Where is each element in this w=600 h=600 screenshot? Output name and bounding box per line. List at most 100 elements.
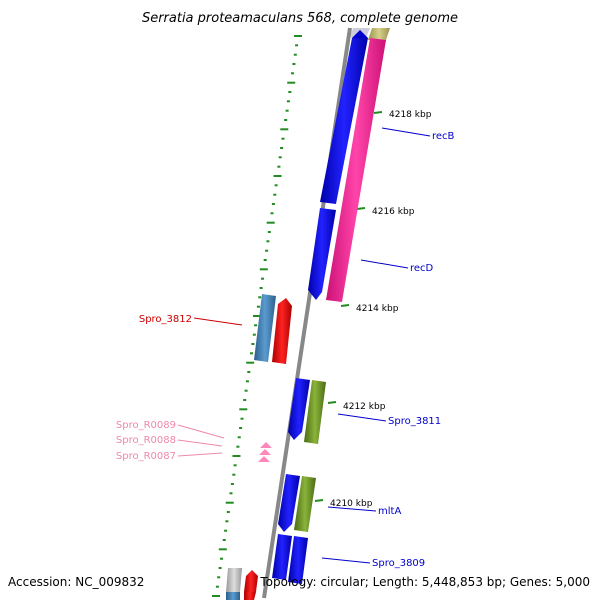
gene-features (226, 28, 390, 600)
ring-minor-tick (233, 464, 237, 467)
ring-minor-tick (284, 119, 288, 121)
label-spro-3812[interactable]: Spro_3812 (139, 314, 192, 325)
gene-recB-lower[interactable] (308, 208, 336, 300)
ring-major-tick (294, 35, 302, 37)
gene-spro-3812[interactable] (272, 298, 292, 364)
leader-spro-3812 (193, 317, 243, 326)
gene-olive-3811[interactable] (304, 380, 326, 444)
gene-mltA-blue[interactable] (278, 474, 300, 532)
ring-major-tick (218, 548, 227, 551)
tick-label-4214: 4214 kbp (356, 304, 399, 314)
ring-minor-tick (243, 399, 247, 401)
ring-minor-tick (295, 44, 299, 47)
ring-minor-tick (285, 109, 289, 112)
trna-spro-r0088[interactable] (259, 449, 271, 455)
gene-spro-3809-a[interactable] (272, 534, 292, 580)
ring-major-tick (259, 268, 268, 271)
ring-minor-tick (236, 445, 240, 448)
topology-text: Topology: circular; Length: 5,448,853 bp… (259, 575, 590, 589)
outer-tick-ring (212, 35, 302, 597)
ring-minor-tick (220, 557, 223, 560)
ring-major-tick (225, 501, 234, 504)
ring-major-tick (239, 408, 248, 411)
ring-major-tick (280, 128, 289, 131)
ring-minor-tick (226, 511, 230, 513)
gene-spro-3811[interactable] (288, 378, 310, 440)
ring-minor-tick (230, 483, 234, 485)
tick-mark (340, 304, 350, 307)
ring-minor-tick (251, 343, 255, 345)
gene-khaki-top[interactable] (368, 28, 390, 40)
ring-minor-tick (240, 417, 244, 420)
label-spro-3809[interactable]: Spro_3809 (372, 558, 425, 569)
ring-major-tick (287, 81, 296, 84)
ring-minor-tick (247, 371, 251, 373)
ring-minor-tick (273, 193, 277, 196)
leader-mltA (327, 506, 377, 512)
gene-spro-3809[interactable] (288, 536, 308, 584)
gene-red-bottom[interactable] (244, 570, 258, 592)
ring-minor-tick (292, 63, 296, 65)
gene-recD[interactable] (326, 38, 386, 302)
label-spro-3811[interactable]: Spro_3811 (388, 416, 441, 427)
ring-minor-tick (274, 184, 278, 187)
tick-label-4212: 4212 kbp (343, 402, 386, 412)
ring-minor-tick (222, 539, 226, 541)
ring-minor-tick (280, 147, 284, 149)
ring-minor-tick (277, 165, 281, 168)
scale-ticks: 4218 kbp 4216 kbp 4214 kbp 4212 kbp 4210… (314, 110, 432, 509)
tick-mark (356, 207, 366, 210)
tick-mark (373, 111, 383, 114)
label-recD[interactable]: recD (410, 263, 434, 274)
trna-spro-r0087[interactable] (258, 456, 270, 462)
ring-minor-tick (215, 585, 219, 588)
label-spro-r0087[interactable]: Spro_R0087 (116, 451, 176, 462)
tick-label-4216: 4216 kbp (372, 207, 415, 217)
gene-grey-bottom[interactable] (226, 568, 242, 592)
ring-minor-tick (270, 212, 274, 215)
leader-spro-3811 (337, 413, 387, 422)
label-spro-r0089[interactable]: Spro_R0089 (116, 420, 176, 431)
ring-major-tick (246, 361, 255, 364)
leader-spro-r0088 (177, 439, 223, 447)
tick-label-4218: 4218 kbp (389, 110, 432, 120)
leader-spro-3809 (321, 557, 371, 564)
ring-major-tick (212, 595, 220, 597)
map-title: Serratia proteamaculans 568, complete ge… (142, 11, 458, 26)
label-recB[interactable]: recB (432, 131, 455, 142)
leader-recB (381, 127, 431, 137)
gene-recB[interactable] (320, 38, 368, 204)
gene-red-bottom-2[interactable] (244, 592, 256, 600)
label-mltA[interactable]: mltA (378, 506, 401, 517)
ring-minor-tick (244, 389, 248, 392)
ring-minor-tick (250, 352, 253, 355)
gene-recB-arrow (352, 30, 368, 38)
ring-minor-tick (261, 277, 264, 280)
leader-spro-r0089 (177, 424, 225, 439)
ring-minor-tick (259, 287, 263, 289)
ring-minor-tick (218, 567, 222, 569)
gene-steelblue-bottom[interactable] (226, 592, 240, 600)
trna-spro-r0089[interactable] (260, 442, 272, 448)
gene-steelblue-3812[interactable] (254, 294, 276, 362)
gene-mltA[interactable] (294, 476, 316, 532)
ring-minor-tick (258, 296, 262, 299)
gene-labels: recB recD Spro_3812 Spro_3811 mltA Spro_… (116, 131, 455, 569)
ring-major-tick (232, 455, 241, 457)
ring-minor-tick (224, 529, 228, 532)
ring-major-tick (266, 221, 275, 224)
tick-mark (327, 401, 337, 404)
ring-minor-tick (232, 473, 236, 476)
ring-minor-tick (237, 436, 241, 439)
label-leaders (177, 127, 431, 564)
tick-label-4210: 4210 kbp (330, 499, 373, 509)
ring-minor-tick (265, 249, 269, 252)
ring-minor-tick (254, 324, 258, 327)
ring-minor-tick (266, 240, 270, 243)
ring-minor-tick (229, 492, 233, 495)
ring-minor-tick (217, 576, 221, 579)
label-spro-r0088[interactable]: Spro_R0088 (116, 435, 176, 446)
ring-minor-tick (271, 203, 275, 205)
ring-minor-tick (291, 72, 294, 75)
